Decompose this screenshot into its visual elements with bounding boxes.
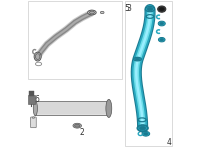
Ellipse shape — [160, 22, 164, 25]
FancyBboxPatch shape — [125, 1, 172, 146]
Text: 2: 2 — [80, 128, 84, 137]
FancyBboxPatch shape — [28, 95, 35, 104]
Ellipse shape — [106, 99, 112, 117]
Ellipse shape — [158, 37, 165, 42]
Ellipse shape — [160, 39, 163, 41]
Ellipse shape — [32, 117, 35, 118]
Ellipse shape — [34, 52, 41, 61]
Text: 6: 6 — [34, 95, 39, 104]
FancyBboxPatch shape — [29, 91, 34, 96]
FancyBboxPatch shape — [28, 1, 122, 79]
Ellipse shape — [73, 123, 81, 128]
Ellipse shape — [33, 101, 37, 116]
Ellipse shape — [147, 7, 153, 11]
Ellipse shape — [138, 125, 148, 131]
Ellipse shape — [158, 21, 165, 26]
FancyBboxPatch shape — [35, 101, 109, 115]
Ellipse shape — [100, 11, 104, 14]
Ellipse shape — [145, 6, 155, 12]
Ellipse shape — [135, 58, 140, 60]
Ellipse shape — [134, 57, 141, 61]
FancyBboxPatch shape — [31, 117, 36, 128]
Text: 4: 4 — [166, 138, 171, 147]
Ellipse shape — [89, 11, 94, 14]
Ellipse shape — [159, 7, 164, 11]
Ellipse shape — [88, 10, 96, 15]
Ellipse shape — [75, 124, 80, 127]
Text: 5: 5 — [125, 4, 130, 13]
Text: 1: 1 — [29, 118, 33, 127]
Ellipse shape — [142, 131, 150, 136]
Ellipse shape — [158, 6, 166, 12]
Ellipse shape — [144, 132, 148, 135]
Text: 3: 3 — [127, 4, 132, 13]
Ellipse shape — [35, 54, 40, 60]
Ellipse shape — [140, 126, 146, 130]
